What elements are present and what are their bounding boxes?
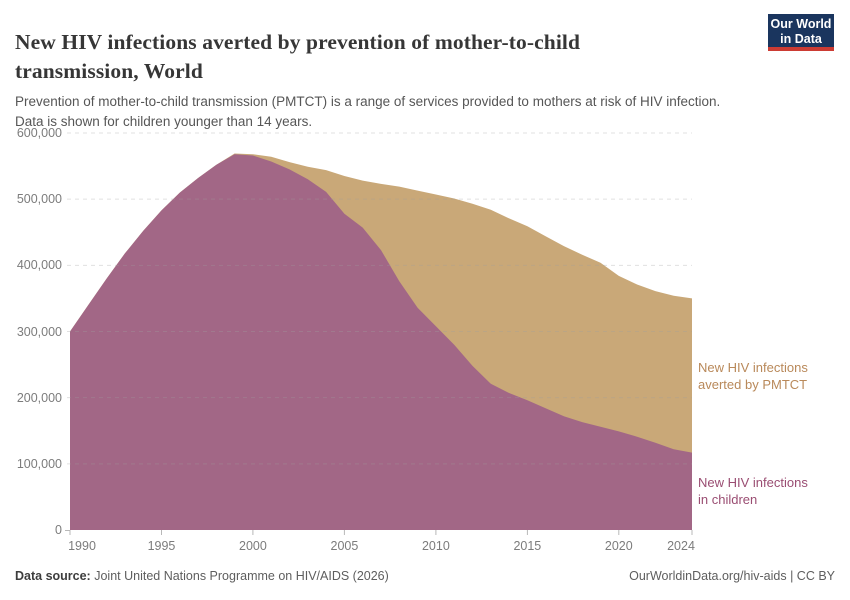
- chart-title-line2: transmission, World: [15, 58, 203, 83]
- chart-subtitle-line1: Prevention of mother-to-child transmissi…: [15, 93, 721, 109]
- y-axis-tick-label: 100,000: [16, 456, 62, 471]
- chart-title: New HIV infections averted by prevention…: [15, 28, 580, 85]
- y-axis-tick-label: 600,000: [16, 126, 62, 140]
- x-axis-tick-label: 2024: [667, 539, 695, 553]
- y-axis-tick-label: 400,000: [16, 258, 62, 273]
- x-axis-tick-label: 2000: [239, 539, 267, 553]
- series-label-children-line2: in children: [698, 491, 758, 507]
- series-label-averted-line1: New HIV infections: [698, 360, 808, 375]
- y-gridlines: [67, 132, 692, 465]
- chart-title-line1: New HIV infections averted by prevention…: [15, 30, 581, 55]
- x-axis-tick-label: 2015: [513, 539, 542, 553]
- y-axis-tick-label: 200,000: [16, 390, 62, 405]
- owid-logo-line1: Our World: [770, 17, 832, 31]
- x-axis-tick-label: 1995: [147, 539, 176, 553]
- y-axis-tick-label: 500,000: [16, 192, 62, 207]
- x-axis-ticks: [65, 530, 693, 535]
- y-axis-tick-label: 300,000: [16, 324, 62, 339]
- y-axis-tick-label: 0: [55, 523, 62, 537]
- series-label-children-line1: New HIV infections: [698, 475, 808, 490]
- x-axis-tick-label: 2020: [604, 539, 633, 553]
- owid-logo-line2: in Data: [780, 31, 822, 46]
- area-series-infections-in-children[interactable]: [70, 154, 692, 530]
- series-label-children: New HIV infections in children: [698, 475, 808, 509]
- chart-subtitle-line2: Data is shown for children younger than …: [15, 113, 313, 129]
- owid-logo[interactable]: Our World in Data: [768, 14, 834, 51]
- chart-subtitle: Prevention of mother-to-child transmissi…: [15, 92, 720, 133]
- x-axis-tick-label: 1990: [68, 539, 96, 553]
- data-source-text: Joint United Nations Programme on HIV/AI…: [94, 569, 389, 583]
- data-source-label: Data source:: [15, 569, 91, 583]
- x-axis-tick-label: 2010: [421, 539, 450, 553]
- credit-link[interactable]: OurWorldinData.org/hiv-aids | CC BY: [629, 569, 835, 583]
- data-source: Data source: Joint United Nations Progra…: [15, 569, 389, 583]
- series-label-averted: New HIV infections averted by PMTCT: [698, 360, 808, 394]
- series-label-averted-line2: averted by PMTCT: [698, 376, 808, 392]
- x-axis-tick-label: 2005: [330, 539, 359, 553]
